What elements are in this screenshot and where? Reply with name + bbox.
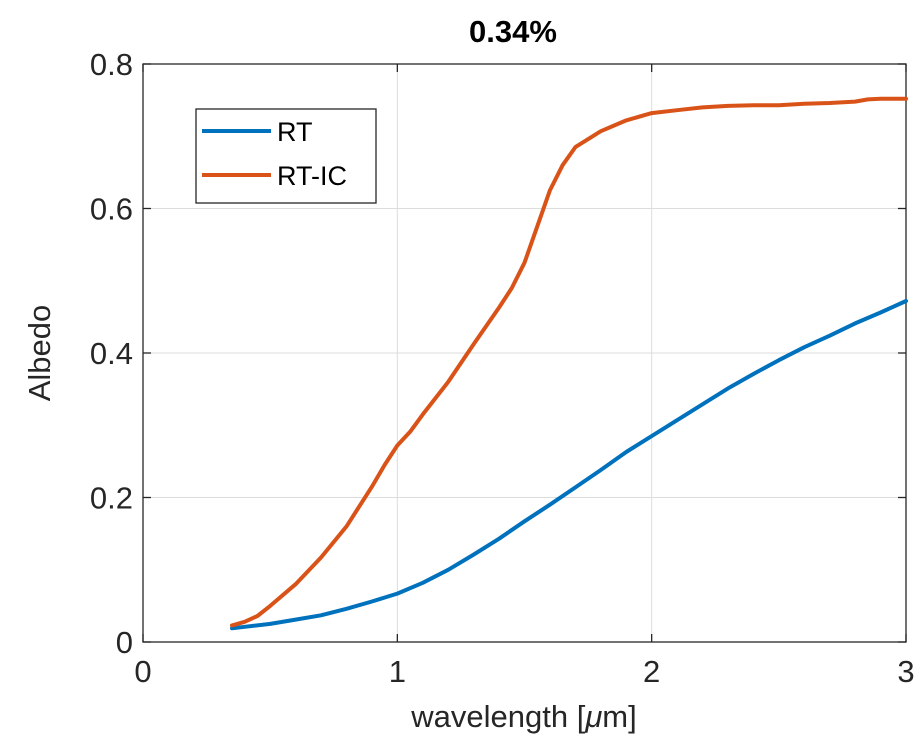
series-line-rt-ic: [230, 96, 908, 628]
series-line-rt: [230, 299, 908, 631]
x-tick-label: 1: [389, 654, 406, 689]
chart-title: 0.34%: [469, 14, 557, 49]
x-tick-label: 0: [134, 654, 151, 689]
y-tick-label: 0.8: [90, 47, 133, 82]
x-axis-label: wavelength [μm]: [410, 699, 636, 734]
x-axis-label-mu: μ: [584, 699, 602, 734]
legend: RT RT-IC: [195, 108, 377, 204]
x-tick-label: 3: [897, 654, 914, 689]
y-tick-label: 0.6: [90, 192, 133, 227]
legend-label-rt: RT: [277, 117, 313, 147]
x-axis-label-prefix: wavelength [: [410, 699, 585, 734]
y-ticks: 0 0.2 0.4 0.6 0.8: [90, 47, 906, 660]
legend-box: [195, 108, 377, 204]
y-tick-label: 0: [116, 625, 133, 660]
legend-label-rt-ic: RT-IC: [277, 161, 347, 191]
x-axis-label-suffix: m]: [602, 699, 636, 734]
y-gridlines: [143, 208, 906, 498]
x-ticks: 0 1 2 3: [134, 64, 915, 689]
y-tick-label: 0.4: [90, 336, 133, 371]
series-lines: [230, 96, 908, 631]
y-tick-label: 0.2: [90, 481, 133, 516]
y-axis-label: Albedo: [22, 305, 57, 402]
x-tick-label: 2: [643, 654, 660, 689]
